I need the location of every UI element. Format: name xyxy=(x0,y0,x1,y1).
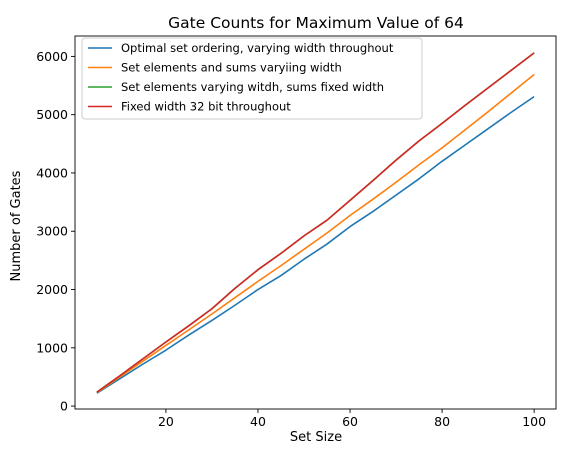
series-line-1 xyxy=(96,95,535,394)
y-tick-label: 2000 xyxy=(36,282,68,297)
x-tick-label: 20 xyxy=(158,414,174,429)
y-tick-label: 3000 xyxy=(36,224,68,239)
x-tick-label: 100 xyxy=(522,414,546,429)
legend-label-3: Set elements varying witdh, sums fixed w… xyxy=(121,80,384,94)
x-axis-label: Set Size xyxy=(290,430,342,445)
legend-box xyxy=(81,37,423,120)
legend-label-4: Fixed width 32 bit throughout xyxy=(121,100,291,114)
y-tick-label: 5000 xyxy=(36,107,68,122)
x-tick-label: 40 xyxy=(250,414,266,429)
chart-title: Gate Counts for Maximum Value of 64 xyxy=(168,14,464,32)
series-line-4 xyxy=(96,52,535,393)
series-line-2 xyxy=(96,73,535,394)
y-tick-label: 0 xyxy=(60,399,68,414)
y-tick-label: 4000 xyxy=(36,165,68,180)
x-tick-label: 80 xyxy=(434,414,450,429)
axes-frame xyxy=(74,35,557,410)
y-axis-label: Number of Gates xyxy=(9,170,24,281)
y-tick-label: 6000 xyxy=(36,49,68,64)
x-tick-label: 60 xyxy=(342,414,358,429)
legend-label-1: Optimal set ordering, varying width thro… xyxy=(121,41,394,55)
y-tick-label: 1000 xyxy=(36,340,68,355)
legend-label-2: Set elements and sums varyiing width xyxy=(121,61,342,75)
legend: Optimal set ordering, varying width thro… xyxy=(81,37,423,120)
